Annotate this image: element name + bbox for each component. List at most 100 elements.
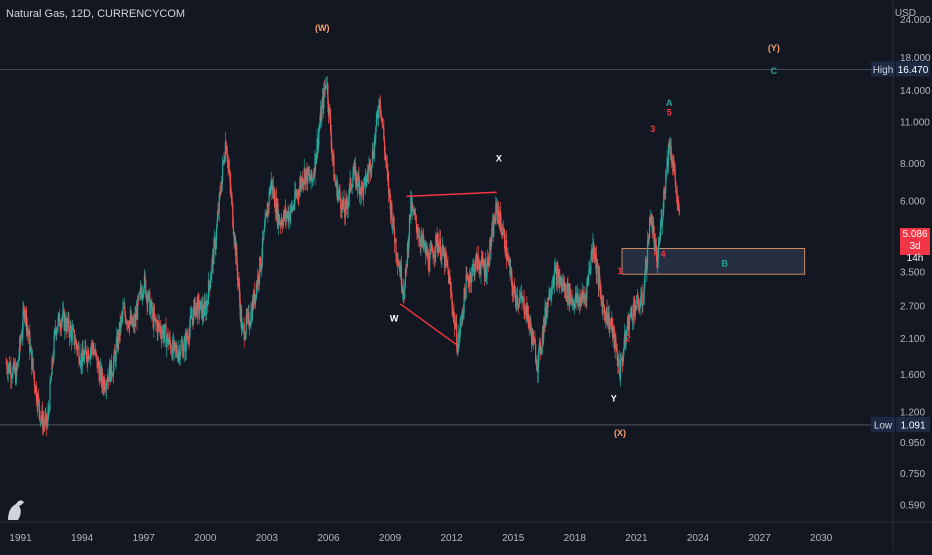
candle-body (258, 279, 260, 283)
candle-body (386, 163, 388, 172)
candle-body (133, 320, 135, 327)
candle-body (609, 321, 611, 330)
candle-body (119, 322, 121, 332)
candle-body (100, 366, 102, 384)
candle-body (541, 331, 543, 346)
candle-body (392, 217, 394, 226)
x-tick-label: 2030 (810, 533, 833, 544)
candle-body (383, 139, 386, 152)
candle-body (618, 359, 620, 374)
candle-body (500, 222, 502, 234)
candle-body (371, 149, 373, 165)
candle-body (191, 315, 193, 320)
candle-body (333, 155, 335, 181)
candle-body (398, 266, 400, 268)
candle-body (650, 215, 652, 225)
candle-body (135, 315, 137, 320)
candle-body (46, 413, 48, 426)
candle-body (416, 233, 419, 235)
candle-body (31, 348, 33, 370)
candle-body (174, 341, 176, 344)
candle-body (86, 359, 88, 363)
candle-body (208, 280, 210, 285)
candle-body (334, 180, 336, 182)
candle-body (124, 314, 127, 323)
candle-body (36, 400, 38, 407)
candle-body (252, 300, 254, 308)
candle-body (358, 175, 360, 181)
candle-body (557, 269, 559, 272)
candle-body (174, 343, 177, 349)
candle-body (238, 284, 241, 299)
candle-body (559, 277, 562, 286)
candle-body (256, 284, 258, 287)
candle-body (609, 321, 612, 324)
candle-body (463, 288, 465, 313)
candle-body (530, 330, 533, 344)
candle-body (95, 353, 98, 356)
candle-body (232, 203, 234, 227)
candle-body (564, 282, 566, 291)
candle-body (324, 85, 326, 90)
candle-body (519, 297, 521, 299)
candle-body (574, 300, 576, 309)
candle-body (492, 223, 494, 237)
candle-body (224, 141, 226, 160)
y-tick-label: 1.200 (900, 407, 925, 418)
candle-body (155, 317, 157, 323)
candle-body (448, 269, 450, 284)
candle-body (21, 330, 23, 337)
candle-body (601, 297, 603, 303)
candle-body (223, 160, 225, 163)
candle-body (189, 315, 191, 328)
candle-body (540, 350, 542, 353)
candle-body (469, 273, 471, 279)
candle-body (31, 358, 34, 370)
candle-body (389, 199, 392, 216)
candle-body (596, 266, 598, 274)
candle-body (673, 168, 676, 171)
currency-label: USD (894, 8, 916, 19)
candle-body (520, 293, 522, 298)
candle-body (265, 210, 268, 215)
candle-body (508, 256, 510, 261)
candle-body (93, 351, 96, 354)
candle-body (450, 290, 452, 295)
candle-body (199, 310, 201, 314)
candle-body (425, 243, 427, 255)
candle-body (605, 307, 608, 323)
candle-body (128, 326, 130, 329)
candle-body (323, 87, 325, 108)
candle-body (107, 376, 109, 382)
candle-body (409, 214, 411, 217)
candle-body (509, 262, 511, 275)
candle-body (671, 159, 673, 162)
candle-body (575, 294, 577, 302)
candle-body (175, 347, 177, 349)
candle-body (19, 338, 21, 356)
candle-body (489, 240, 491, 264)
candle-body (481, 255, 483, 259)
candle-body (624, 333, 626, 347)
candle-body (653, 233, 655, 250)
candle-body (143, 288, 145, 294)
candle-body (33, 370, 35, 376)
candle-body (627, 315, 629, 327)
candle-body (275, 197, 277, 213)
candle-body (26, 325, 28, 331)
candle-body (247, 313, 249, 319)
candle-body (459, 327, 461, 338)
candle-body (125, 321, 127, 323)
candle-body (231, 197, 233, 204)
candle-body (99, 366, 102, 370)
candle-body (10, 377, 13, 379)
candle-body (97, 361, 100, 369)
candle-body (194, 299, 196, 316)
candle-body (39, 419, 42, 421)
last-price-tag: 5.086 3d 14h (900, 228, 930, 264)
candle-body (569, 291, 571, 305)
candle-body (493, 218, 496, 223)
candle-body (236, 264, 239, 280)
